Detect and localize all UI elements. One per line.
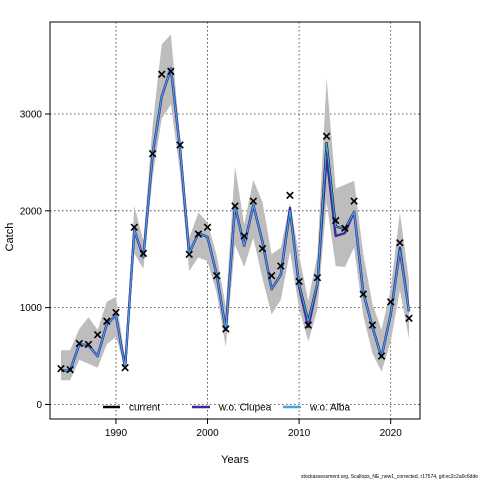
observed-point <box>258 244 267 253</box>
observed-point <box>304 321 313 329</box>
legend: current w.o. Clupea w.o. Alba <box>103 403 350 414</box>
observed-point <box>148 149 157 158</box>
y-tick-label: 2000 <box>20 206 43 217</box>
observed-point <box>267 271 276 280</box>
observed-point <box>93 330 102 339</box>
y-axis: 0 1000 2000 3000 <box>20 109 50 411</box>
observed-point <box>103 317 111 325</box>
observed-point <box>57 364 65 373</box>
legend-label-3: w.o. Alba <box>309 403 350 414</box>
x-axis-title: Years <box>221 454 249 466</box>
observed-points <box>57 67 413 374</box>
observed-point <box>341 224 349 233</box>
observed-point <box>286 191 294 200</box>
observed-point <box>240 232 248 240</box>
observed-point <box>359 290 367 298</box>
x-tick-label: 2020 <box>380 428 403 439</box>
observed-point <box>157 70 166 79</box>
y-axis-title: Catch <box>4 223 16 252</box>
observed-point <box>75 339 84 348</box>
observed-point <box>322 132 331 141</box>
legend-label-1: current <box>129 403 160 414</box>
observed-point <box>405 314 413 323</box>
observed-point <box>176 141 184 149</box>
y-tick-label: 3000 <box>20 109 43 120</box>
observed-point <box>84 340 93 349</box>
legend-label-2: w.o. Clupea <box>218 403 272 414</box>
y-tick-label: 1000 <box>20 303 43 314</box>
footer-text: stockassessment.org, Scallops_NE_new1_co… <box>301 474 478 480</box>
observed-point <box>130 223 139 232</box>
observed-point <box>295 277 303 286</box>
observed-point <box>112 308 120 317</box>
observed-point <box>212 271 221 280</box>
observed-point <box>396 239 404 247</box>
x-tick-label: 1990 <box>105 428 128 439</box>
x-tick-label: 2000 <box>196 428 219 439</box>
y-tick-label: 0 <box>36 400 42 411</box>
observed-point <box>139 249 148 258</box>
observed-point <box>377 352 386 360</box>
observed-point <box>368 321 377 329</box>
x-tick-label: 2010 <box>288 428 311 439</box>
x-axis: 1990 2000 2010 2020 <box>105 419 402 439</box>
observed-point <box>66 365 74 374</box>
observed-point <box>222 325 230 333</box>
observed-point <box>350 197 358 205</box>
observed-point <box>185 250 193 259</box>
observed-point <box>277 262 285 270</box>
observed-point <box>231 202 239 210</box>
observed-point <box>249 197 258 205</box>
plot-frame <box>49 21 421 420</box>
observed-point <box>194 230 203 238</box>
observed-point <box>386 298 395 306</box>
observed-point <box>331 216 340 225</box>
observed-point <box>121 363 129 372</box>
observed-point <box>167 67 175 76</box>
observed-point <box>203 223 212 232</box>
observed-point <box>313 273 322 282</box>
